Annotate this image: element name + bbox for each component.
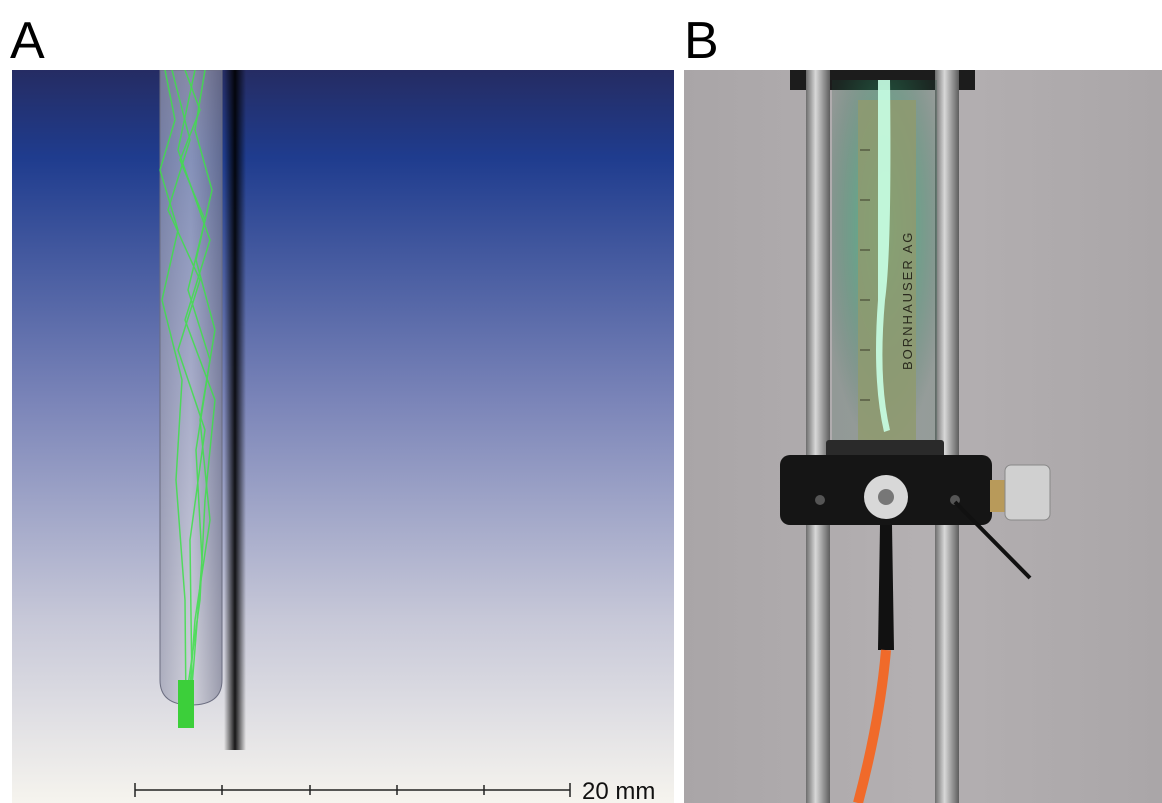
panel-label: B (684, 12, 719, 70)
panel-b: BORNHAUSER AG (684, 70, 1162, 803)
ruler-text: BORNHAUSER AG (900, 231, 915, 370)
scale-bar-label: 20 mm (582, 778, 655, 803)
scale-bar (134, 783, 571, 797)
panel-a: 20 mm (12, 70, 674, 803)
panel-label: A (10, 12, 45, 70)
